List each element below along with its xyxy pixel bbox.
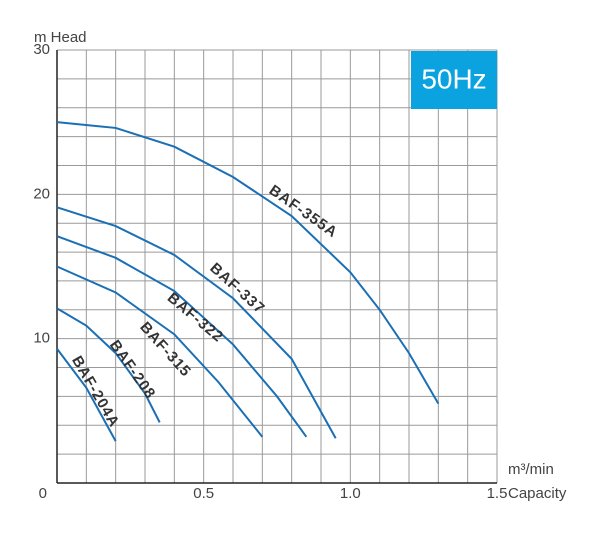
curve [56,121,440,405]
curve [56,307,161,423]
curve-label: BAF-322 [164,289,227,346]
y-tick-label: 30 [33,41,50,58]
curve-label: BAF-337 [206,260,268,318]
x-axis-label: Capacity [508,485,567,502]
y-tick-label: 20 [33,185,50,202]
x-tick-label: 0 [39,485,47,502]
curve [56,348,117,442]
curve-label: BAF-208 [106,337,159,402]
badge-text: 50Hz [421,63,486,94]
curve [56,206,337,439]
x-tick-label: 0.5 [193,485,214,502]
y-tick-label: 10 [33,330,50,347]
curve [56,235,308,438]
x-tick-label: 1.5 [487,485,508,502]
x-tick-label: 1.0 [340,485,361,502]
x-axis-unit: m³/min [508,461,554,478]
badge-box [411,51,497,109]
curve [56,265,264,438]
curve-label: BAF-355A [266,182,341,242]
curve-label: BAF-204A [68,353,123,431]
y-axis-label: m Head [34,29,87,46]
